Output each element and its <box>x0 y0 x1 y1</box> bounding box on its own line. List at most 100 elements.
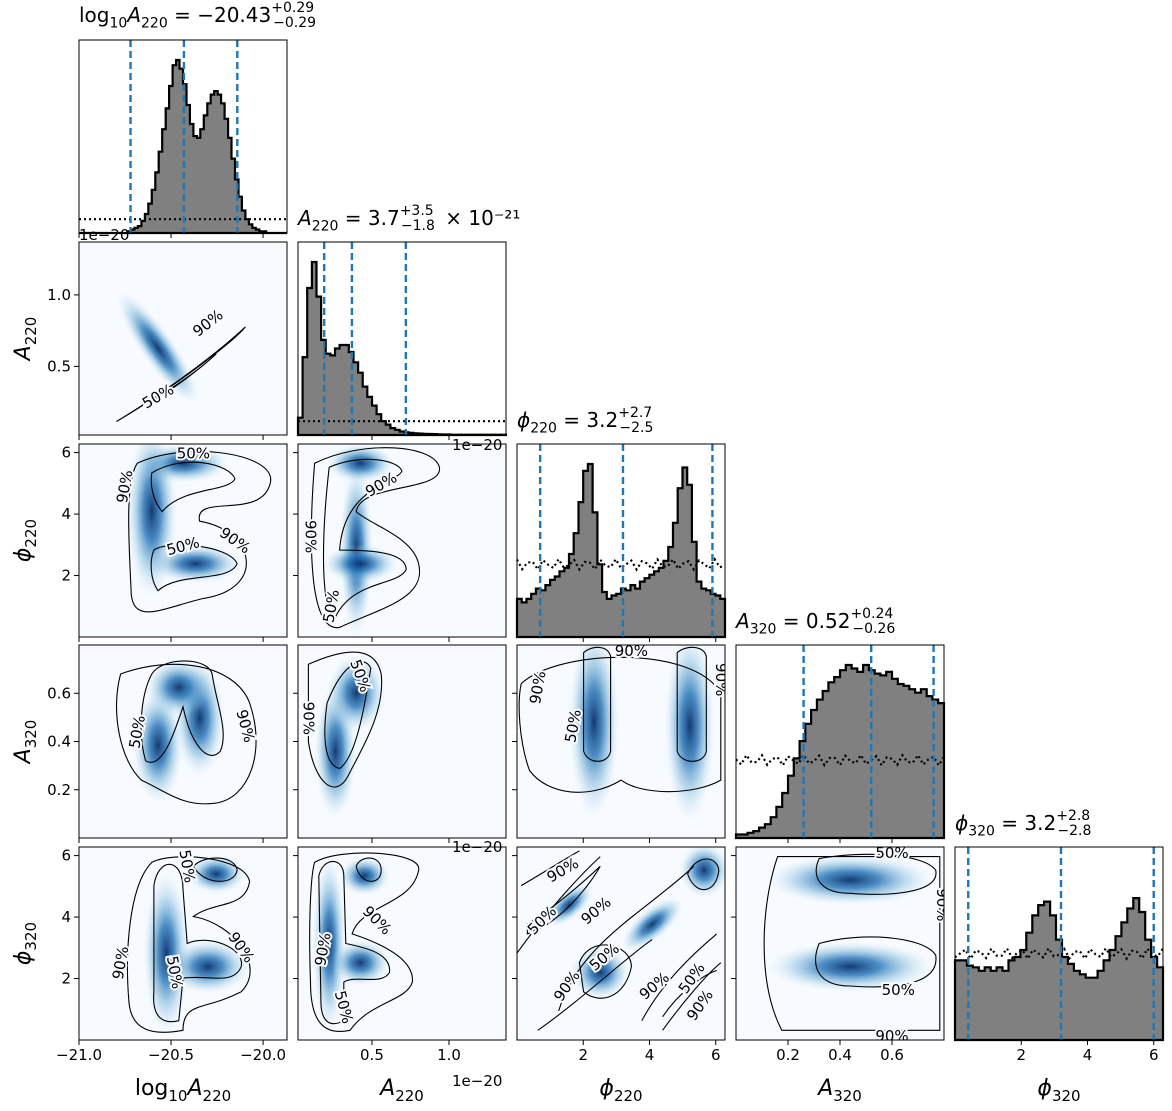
x-tick-label: 4 <box>1083 1046 1093 1064</box>
histogram-A320 <box>734 645 946 840</box>
credible-contour <box>662 969 717 1018</box>
x-tick-label: 6 <box>711 1046 721 1064</box>
x-tick-label: 0.2 <box>776 1046 800 1064</box>
panel-background <box>79 242 287 435</box>
density-blob <box>331 939 390 986</box>
x-axis-label: A220 <box>378 1076 424 1105</box>
y-tick-label: 0.5 <box>47 357 71 375</box>
axes-frame <box>516 846 726 1041</box>
panel-2d-log10_A220-vs-phi320: 50%90%90% 50% <box>79 847 287 1040</box>
panel-2d-phi220-vs-A320: 90%50%90%90% <box>517 642 730 838</box>
panel-2d-phi220-vs-phi320: 90%50% 90%50%90% 90% 50%90% <box>517 847 725 1040</box>
offset-text: 1e−20 <box>452 838 502 856</box>
credible-contour <box>517 850 601 954</box>
density-blob <box>767 854 934 905</box>
title-A220: A220 = 3.7+3.5 −1.8 × 10⁻²¹ <box>296 203 520 235</box>
axes-frame <box>954 846 1164 1041</box>
credible-contour <box>763 856 941 1031</box>
density-blob <box>327 654 386 732</box>
density-blob <box>327 444 394 483</box>
density-blob <box>126 444 177 599</box>
credible-contour <box>687 858 720 891</box>
prior-histogram <box>516 557 726 572</box>
y-tick-label: 0.2 <box>47 781 71 799</box>
density-blob <box>116 291 200 405</box>
contour-label: 50% <box>875 844 908 862</box>
panel-2d-A220-vs-A320: 50%90% <box>298 645 506 838</box>
y-tick-label: 6 <box>61 444 71 462</box>
credible-contour <box>324 661 372 770</box>
offset-text: 1e−20 <box>79 226 129 244</box>
title-phi320: ϕ320 = 3.2+2.8 −2.8 <box>955 808 1091 840</box>
histogram-bars <box>734 663 946 840</box>
offset-text: 1e−20 <box>452 436 502 454</box>
offset-text: 1e−20 <box>452 1072 502 1090</box>
x-tick-label: 0.5 <box>360 1046 384 1064</box>
contour-label: 90% <box>712 663 730 696</box>
axes-frame <box>297 241 507 436</box>
histogram-log10_A220 <box>79 40 287 235</box>
y-axis-label: ϕ320 <box>11 922 40 965</box>
contour-label: 90% <box>299 702 317 735</box>
contour-label: 50% <box>882 981 915 999</box>
panel-2d-A220-vs-phi220: 90%90%50% <box>298 444 506 637</box>
credible-contour <box>526 865 601 935</box>
axes <box>74 39 1164 1045</box>
y-tick-label: 6 <box>61 847 71 865</box>
x-tick-label: 1.0 <box>437 1046 461 1064</box>
x-tick-label: −20.0 <box>240 1046 286 1064</box>
density-blob <box>621 897 683 952</box>
contour-label: 90% <box>875 1027 908 1045</box>
histogram-phi220 <box>515 444 727 639</box>
y-tick-label: 4 <box>61 908 71 926</box>
axes-frame <box>297 846 507 1041</box>
x-tick-label: 0.4 <box>828 1046 852 1064</box>
credible-contour <box>641 933 722 1031</box>
credible-contour <box>318 860 391 1025</box>
y-tick-label: 0.4 <box>47 733 71 751</box>
x-axis-label: ϕ320 <box>1037 1076 1080 1105</box>
credible-contour <box>307 651 383 788</box>
histogram-phi320 <box>953 847 1165 1042</box>
contour-label: 90% <box>615 642 648 660</box>
2d-density-panels: 90%50%50%90%50% 90%90%90%50%50% 90%50%90%9… <box>79 242 951 1045</box>
prior-histogram <box>735 752 945 768</box>
credible-contour <box>322 458 407 623</box>
histogram-bars <box>953 897 1165 1042</box>
contour-label: 90% <box>933 888 951 921</box>
credible-contour <box>140 660 224 763</box>
x-axis-label: log10A220 <box>135 1076 231 1105</box>
x-axis-label: A320 <box>816 1076 862 1105</box>
density-blob <box>767 941 934 992</box>
y-tick-label: 2 <box>61 567 71 585</box>
credible-contour <box>128 450 271 613</box>
axes-frame <box>78 39 288 234</box>
y-tick-label: 4 <box>61 505 71 523</box>
labels: 0.5 1.0 2 4 6 0.2 0.4 0.6 −21.0 −20.5 −20.0 2 4 6 0.5 1… <box>11 0 1158 1105</box>
credible-contour <box>115 663 257 805</box>
axes-frame <box>78 443 288 638</box>
histogram-bars <box>515 462 727 639</box>
histogram-bars <box>296 260 508 437</box>
y-tick-label: 0.6 <box>47 684 71 702</box>
panel-2d-log10_A220-vs-phi220: 50%90%50% 90% <box>79 444 287 637</box>
x-tick-label: 4 <box>645 1046 655 1064</box>
y-axis-label: A320 <box>11 720 40 766</box>
credible-contour <box>518 656 722 793</box>
x-tick-label: −20.5 <box>148 1046 194 1064</box>
panel-2d-log10_A220-vs-A220: 90%50% <box>79 242 287 435</box>
credible-contour <box>145 353 217 405</box>
density-blob <box>145 658 213 717</box>
credible-contour <box>150 544 238 592</box>
density-blob <box>664 645 715 823</box>
x-tick-label: 2 <box>1016 1046 1026 1064</box>
contour-label: 90% <box>526 669 550 705</box>
credible-contour <box>583 646 612 762</box>
credible-contour <box>578 944 632 999</box>
panel-2d-A220-vs-phi320: 90%90%50% <box>298 847 506 1040</box>
density-blob <box>571 945 630 1000</box>
density-blob <box>133 687 183 804</box>
axes-frame <box>78 241 288 436</box>
marginal-histograms <box>79 40 1165 1042</box>
